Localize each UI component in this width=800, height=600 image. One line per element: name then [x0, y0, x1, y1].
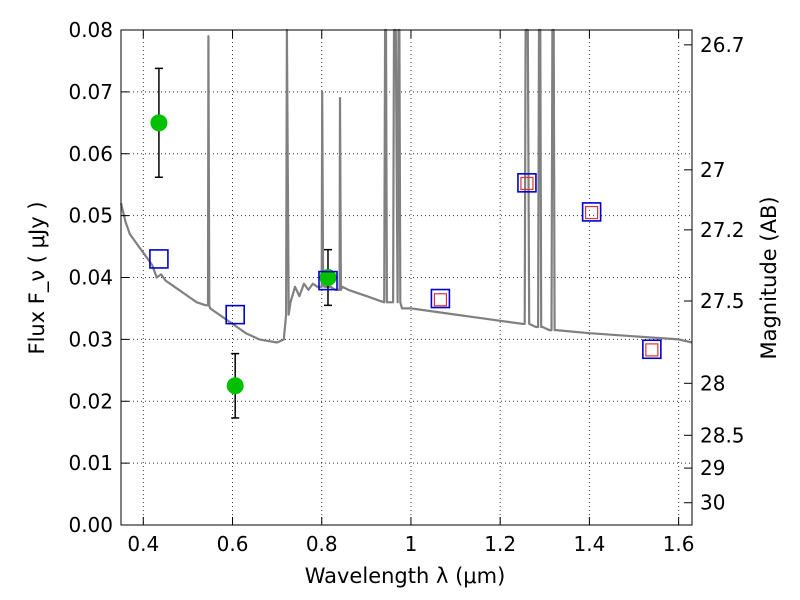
magnitude-tick-label: 29 [700, 456, 725, 480]
y-axis-label: Flux F_ν ( μJy ) [25, 201, 50, 354]
grid-lines [121, 29, 692, 526]
x-tick-label: 0.8 [306, 532, 338, 556]
magnitude-tick-label: 27 [700, 158, 725, 182]
model-flux-square [642, 339, 662, 360]
magnitude-axis-ticks: 26.7 27 27.2 27.5 28 28.5 29 30 [684, 33, 745, 515]
model-flux-square [318, 270, 338, 291]
model-flux-square [517, 173, 537, 193]
model-flux-square [581, 202, 602, 222]
model-flux-inner-square [585, 205, 599, 220]
x-tick-label: 1.6 [663, 532, 695, 556]
x-tick-label: 0.6 [217, 532, 249, 556]
observed-flux-point [319, 269, 337, 286]
magnitude-axis-label: Magnitude (AB) [757, 196, 781, 359]
magnitude-tick-label: 26.7 [700, 33, 745, 57]
y-tick-label: 0.02 [68, 389, 113, 413]
x-tick-label: 1.4 [573, 532, 605, 556]
x-tick-label: 1 [405, 532, 418, 556]
y-tick-label: 0.00 [68, 513, 113, 537]
x-axis-ticks: 0.4 0.6 0.8 1 1.2 1.4 1.6 [127, 30, 695, 556]
y-tick-label: 0.07 [68, 80, 113, 104]
magnitude-tick-label: 27.5 [700, 289, 745, 313]
model-flux-inner-square [645, 343, 659, 357]
model-flux-inner-square [520, 176, 534, 191]
y-tick-label: 0.03 [68, 327, 113, 351]
x-tick-label: 1.2 [484, 532, 516, 556]
y-axis-ticks: 0.00 0.01 0.02 0.03 0.04 0.05 0.06 0.07 0.08 [68, 18, 129, 537]
sed-template-line [119, 28, 693, 344]
x-axis-label: Wavelength λ (μm) [305, 564, 506, 588]
observed-flux-point [150, 114, 168, 132]
magnitude-tick-label: 28 [700, 371, 725, 395]
y-tick-label: 0.06 [68, 142, 113, 166]
magnitude-tick-label: 30 [700, 491, 725, 515]
model-flux-square [149, 249, 169, 269]
y-tick-label: 0.01 [68, 451, 113, 475]
x-tick-label: 0.4 [127, 532, 159, 556]
observed-flux-point [226, 377, 244, 395]
y-tick-label: 0.04 [68, 266, 113, 290]
sed-template-layer [119, 28, 693, 344]
plot-frame [120, 29, 693, 526]
magnitude-tick-label: 27.2 [700, 218, 745, 242]
magnitude-tick-label: 28.5 [700, 423, 745, 447]
model-flux-inner-square [433, 293, 448, 307]
y-tick-label: 0.05 [68, 204, 113, 228]
photometry-markers [149, 67, 662, 419]
y-tick-label: 0.08 [68, 18, 113, 42]
model-flux-square [430, 288, 451, 309]
model-flux-square [225, 304, 245, 325]
